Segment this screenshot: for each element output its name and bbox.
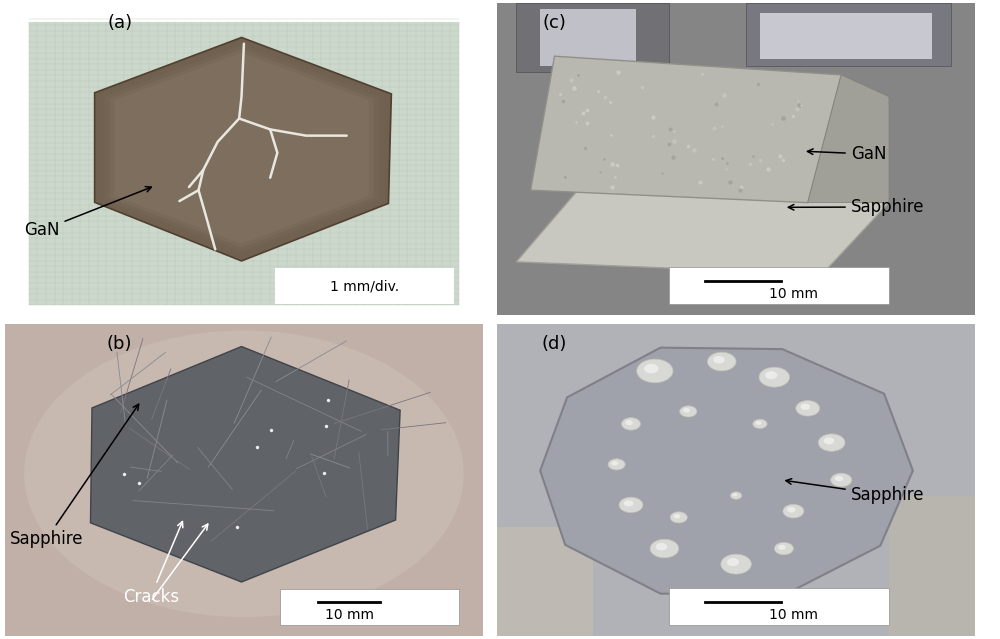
Text: GaN: GaN: [24, 187, 151, 240]
Text: Sapphire: Sapphire: [786, 479, 924, 504]
Text: 10 mm: 10 mm: [325, 608, 374, 622]
Circle shape: [778, 545, 786, 550]
Circle shape: [674, 514, 680, 518]
Circle shape: [796, 401, 820, 416]
Polygon shape: [516, 184, 889, 274]
Circle shape: [824, 437, 834, 444]
Circle shape: [611, 461, 618, 466]
Circle shape: [774, 543, 793, 555]
Circle shape: [765, 371, 777, 379]
Polygon shape: [90, 346, 400, 582]
Circle shape: [753, 419, 767, 429]
Circle shape: [759, 367, 790, 387]
Circle shape: [621, 418, 641, 430]
Circle shape: [625, 420, 633, 425]
Circle shape: [644, 364, 658, 373]
Polygon shape: [531, 56, 841, 203]
Text: Cracks: Cracks: [123, 521, 183, 606]
Circle shape: [680, 406, 697, 417]
Circle shape: [24, 330, 464, 617]
Bar: [497, 527, 593, 636]
Polygon shape: [808, 75, 889, 203]
Polygon shape: [540, 348, 913, 595]
Polygon shape: [95, 38, 391, 261]
Bar: [746, 3, 951, 66]
Circle shape: [650, 539, 679, 558]
Text: (b): (b): [107, 335, 132, 353]
Circle shape: [818, 434, 845, 451]
Bar: [275, 268, 454, 304]
Polygon shape: [110, 49, 374, 247]
Text: Sapphire: Sapphire: [788, 198, 924, 216]
Circle shape: [733, 493, 737, 497]
Circle shape: [683, 408, 690, 413]
Circle shape: [670, 512, 687, 523]
Bar: [669, 266, 889, 304]
Text: Sapphire: Sapphire: [10, 404, 139, 548]
Polygon shape: [100, 41, 383, 255]
Circle shape: [783, 504, 804, 518]
Circle shape: [721, 554, 751, 574]
Circle shape: [619, 497, 643, 512]
Circle shape: [608, 459, 625, 470]
Text: 10 mm: 10 mm: [769, 608, 818, 622]
Circle shape: [835, 476, 843, 481]
Circle shape: [624, 500, 633, 507]
Circle shape: [756, 421, 761, 425]
Text: 10 mm: 10 mm: [769, 287, 818, 300]
Text: GaN: GaN: [807, 145, 886, 163]
Circle shape: [637, 359, 673, 383]
Circle shape: [787, 507, 796, 512]
Circle shape: [713, 356, 725, 364]
Circle shape: [707, 352, 736, 371]
Text: (d): (d): [542, 335, 567, 353]
Polygon shape: [105, 45, 378, 251]
Polygon shape: [114, 52, 369, 243]
Text: (a): (a): [107, 14, 132, 32]
Circle shape: [801, 404, 810, 410]
Circle shape: [831, 473, 852, 487]
Bar: [669, 587, 889, 625]
Bar: [760, 13, 932, 59]
Bar: [280, 589, 459, 625]
Bar: [540, 10, 636, 66]
Bar: [889, 496, 975, 636]
Circle shape: [730, 492, 742, 499]
Bar: [516, 3, 669, 72]
Circle shape: [727, 558, 739, 566]
Text: (c): (c): [543, 14, 566, 32]
Circle shape: [656, 543, 667, 550]
Text: 1 mm/div.: 1 mm/div.: [330, 279, 399, 293]
